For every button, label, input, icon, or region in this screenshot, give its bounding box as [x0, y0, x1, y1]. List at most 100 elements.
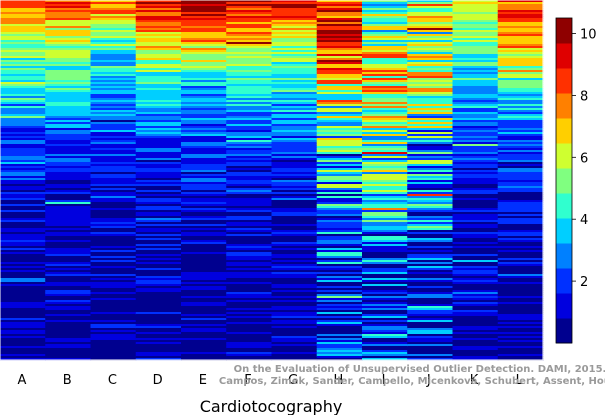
heatmap-cell — [271, 234, 318, 237]
heatmap-cell — [362, 338, 408, 341]
heatmap-cell — [226, 28, 273, 31]
heatmap-cell — [497, 108, 544, 111]
heatmap-cell — [407, 168, 454, 171]
heatmap-cell — [316, 220, 363, 223]
heatmap-cell — [407, 78, 454, 81]
heatmap-cell — [497, 348, 544, 351]
heatmap-cell — [497, 232, 544, 235]
heatmap-cell — [271, 158, 318, 161]
heatmap-cell — [181, 48, 227, 51]
heatmap-cell — [0, 348, 46, 351]
heatmap-cell — [362, 98, 408, 101]
heatmap-cell — [362, 188, 408, 191]
heatmap-cell — [452, 168, 499, 171]
heatmap-cell — [226, 54, 273, 57]
heatmap-cell — [497, 126, 544, 129]
heatmap-cell — [497, 244, 544, 247]
heatmap-cell — [407, 144, 454, 147]
heatmap-cell — [181, 334, 227, 337]
heatmap-cell — [181, 18, 227, 21]
heatmap-cell — [45, 246, 92, 249]
heatmap-cell — [0, 298, 46, 301]
heatmap-cell — [45, 192, 92, 195]
heatmap-cell — [271, 198, 318, 201]
heatmap-cell — [45, 84, 92, 87]
heatmap-cell — [407, 136, 454, 139]
heatmap-cell — [271, 136, 318, 139]
heatmap-cell — [226, 94, 273, 97]
heatmap-cell — [452, 206, 499, 209]
heatmap-cell — [0, 228, 46, 231]
heatmap-cell — [271, 124, 318, 127]
heatmap-cell — [135, 268, 182, 271]
heatmap-cell — [497, 14, 544, 17]
heatmap-cell — [135, 326, 182, 329]
heatmap-cell — [316, 246, 363, 249]
heatmap-cell — [362, 304, 408, 307]
heatmap-cell — [226, 328, 273, 331]
heatmap-cell — [497, 12, 544, 15]
heatmap-cell — [271, 84, 318, 87]
heatmap-cell — [90, 276, 137, 279]
heatmap-cell — [362, 292, 408, 295]
heatmap-cell — [362, 276, 408, 279]
heatmap-cell — [452, 326, 499, 329]
heatmap-cell — [316, 234, 363, 237]
heatmap-cell — [0, 132, 46, 135]
heatmap-cell — [90, 354, 137, 357]
heatmap-cell — [407, 212, 454, 215]
heatmap-cell — [271, 304, 318, 307]
heatmap-cell — [45, 308, 92, 311]
heatmap-cell — [90, 206, 137, 209]
heatmap-cell — [407, 14, 454, 17]
heatmap-cell — [407, 68, 454, 71]
heatmap-cell — [316, 146, 363, 149]
heatmap-cell — [497, 246, 544, 249]
heatmap-cell — [362, 108, 408, 111]
heatmap-cell — [407, 296, 454, 299]
heatmap-cell — [135, 322, 182, 325]
heatmap-cell — [316, 28, 363, 31]
heatmap-cell — [90, 70, 137, 73]
heatmap-cell — [135, 72, 182, 75]
heatmap-cell — [452, 154, 499, 157]
heatmap-cell — [135, 194, 182, 197]
heatmap-cell — [497, 134, 544, 137]
heatmap-cell — [271, 92, 318, 95]
heatmap-cell — [362, 38, 408, 41]
heatmap-cell — [135, 94, 182, 97]
heatmap-cell — [90, 118, 137, 121]
heatmap-cell — [452, 302, 499, 305]
heatmap-cell — [362, 346, 408, 349]
heatmap-cell — [271, 110, 318, 113]
heatmap-cell — [181, 78, 227, 81]
heatmap-cell — [226, 270, 273, 273]
heatmap-cell — [0, 76, 46, 79]
heatmap-cell — [452, 268, 499, 271]
heatmap-cell — [45, 272, 92, 275]
heatmap-cell — [90, 356, 137, 359]
heatmap-cell — [452, 332, 499, 335]
heatmap-cell — [362, 208, 408, 211]
heatmap-cell — [45, 12, 92, 15]
heatmap-cell — [362, 84, 408, 87]
heatmap-cell — [45, 230, 92, 233]
heatmap-cell — [362, 170, 408, 173]
heatmap-cell — [362, 114, 408, 117]
heatmap-cell — [316, 358, 363, 361]
heatmap-cell — [226, 166, 273, 169]
heatmap-cell — [452, 34, 499, 37]
heatmap-cell — [0, 44, 46, 47]
heatmap-cell — [316, 334, 363, 337]
heatmap-cell — [407, 172, 454, 175]
heatmap-cell — [316, 342, 363, 345]
heatmap-cell — [362, 78, 408, 81]
heatmap-cell — [271, 118, 318, 121]
heatmap-cell — [407, 174, 454, 177]
heatmap-cell — [407, 328, 454, 331]
heatmap-cell — [226, 260, 273, 263]
heatmap-cell — [316, 56, 363, 59]
colorbar-segment — [556, 193, 572, 219]
heatmap-cell — [497, 240, 544, 243]
heatmap-cell — [497, 178, 544, 181]
